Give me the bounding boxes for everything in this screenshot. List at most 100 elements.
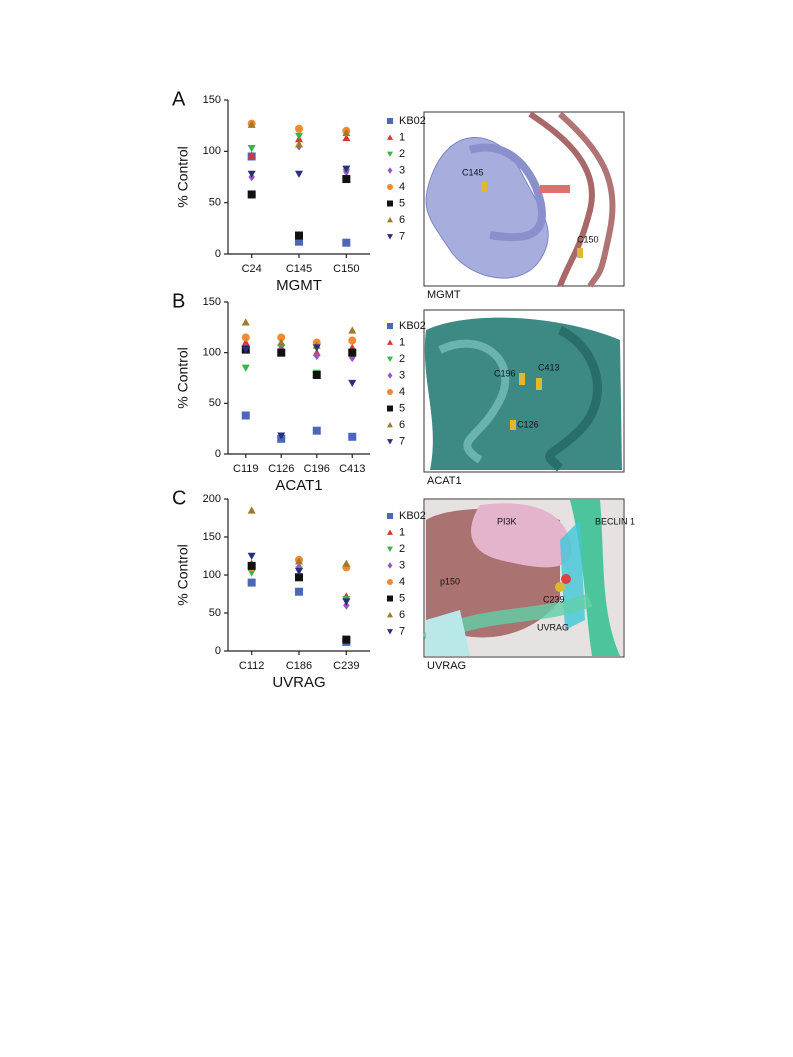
y-tick-label: 50	[209, 607, 221, 619]
legend-label: 6	[399, 419, 405, 431]
ribbon	[424, 317, 622, 470]
legend-marker	[387, 422, 393, 428]
point	[348, 348, 357, 357]
point	[247, 120, 256, 128]
y-tick-label: 200	[203, 493, 221, 505]
panel-label: A	[172, 88, 186, 110]
legend-marker	[387, 579, 393, 585]
surface-beclin	[570, 500, 620, 656]
cysteine	[561, 574, 571, 584]
structure-label: C145	[462, 167, 484, 177]
legend-label: 4	[399, 181, 405, 193]
legend-marker	[387, 200, 393, 207]
legend-label: 4	[399, 386, 405, 398]
legend-marker	[387, 612, 393, 618]
structure-image	[422, 498, 625, 658]
cysteine	[577, 248, 583, 258]
structure-label: C413	[538, 362, 560, 372]
point	[313, 351, 320, 361]
legend-label: 4	[399, 576, 405, 588]
legend-label: 7	[399, 625, 405, 637]
structure-label: C239	[543, 594, 565, 604]
structure-image	[423, 309, 625, 473]
point	[295, 557, 303, 565]
legend-marker	[387, 356, 393, 362]
x-tick-label: C119	[233, 463, 258, 475]
point	[247, 151, 256, 159]
legend-label: KB02	[399, 115, 426, 127]
point	[247, 190, 256, 199]
y-tick-label: 150	[203, 296, 221, 308]
legend-label: KB02	[399, 320, 426, 332]
y-axis-label: % Control	[175, 347, 191, 408]
point	[241, 318, 250, 326]
legend-marker	[387, 167, 393, 174]
image-caption: UVRAG	[427, 660, 466, 672]
point	[247, 506, 256, 514]
y-tick-label: 150	[203, 94, 221, 106]
y-axis-label: % Control	[175, 146, 191, 207]
legend-marker	[387, 595, 393, 602]
y-tick-label: 100	[203, 347, 221, 359]
cysteine	[536, 378, 542, 390]
legend-label: 3	[399, 559, 405, 571]
x-tick-label: C186	[286, 660, 312, 672]
y-axis-label: % Control	[175, 544, 191, 605]
x-axis-title: UVRAG	[272, 674, 325, 691]
point	[247, 145, 256, 153]
surface-pi3k	[471, 503, 572, 568]
structure-label: p150	[440, 576, 460, 586]
legend-marker	[387, 405, 393, 412]
point	[241, 346, 250, 354]
legend-label: 6	[399, 609, 405, 621]
point	[277, 333, 286, 342]
y-tick-label: 0	[215, 248, 221, 260]
panel-label: C	[172, 487, 186, 509]
legend-label: 5	[399, 402, 405, 414]
x-tick-label: C413	[339, 463, 365, 475]
point	[295, 140, 303, 148]
point	[348, 432, 357, 441]
y-tick-label: 0	[215, 645, 221, 657]
point	[247, 170, 256, 178]
helix	[545, 325, 602, 472]
legend-label: 6	[399, 214, 405, 226]
ligand	[540, 185, 570, 193]
legend-label: 3	[399, 164, 405, 176]
x-tick-label: C126	[268, 463, 294, 475]
point	[348, 326, 357, 334]
point	[295, 237, 303, 246]
point	[312, 426, 321, 435]
point	[295, 573, 303, 582]
point	[295, 231, 303, 240]
structure-label: PI3K	[497, 516, 517, 526]
legend-marker	[387, 217, 393, 223]
dna	[557, 111, 616, 288]
legend-label: 2	[399, 148, 405, 160]
point	[342, 133, 351, 142]
ribbon	[425, 137, 549, 279]
point	[277, 338, 286, 346]
legend-label: 2	[399, 543, 405, 555]
x-tick-label: C112	[239, 660, 264, 672]
helix	[438, 339, 510, 464]
x-tick-label: C196	[304, 463, 330, 475]
legend-marker	[387, 234, 393, 240]
legend-label: 7	[399, 435, 405, 447]
legend-marker	[387, 151, 393, 157]
legend-label: 5	[399, 592, 405, 604]
point	[349, 353, 356, 363]
legend-marker	[387, 184, 393, 190]
y-tick-label: 150	[203, 531, 221, 543]
point	[277, 432, 286, 440]
point	[247, 561, 256, 570]
y-tick-label: 50	[209, 197, 221, 209]
cysteine	[519, 373, 525, 385]
legend-label: KB02	[399, 510, 426, 522]
structure-label: C126	[517, 419, 539, 429]
point	[312, 344, 321, 352]
legend-label: 1	[399, 131, 405, 143]
x-tick-label: C239	[333, 660, 359, 672]
legend-label: 1	[399, 336, 405, 348]
